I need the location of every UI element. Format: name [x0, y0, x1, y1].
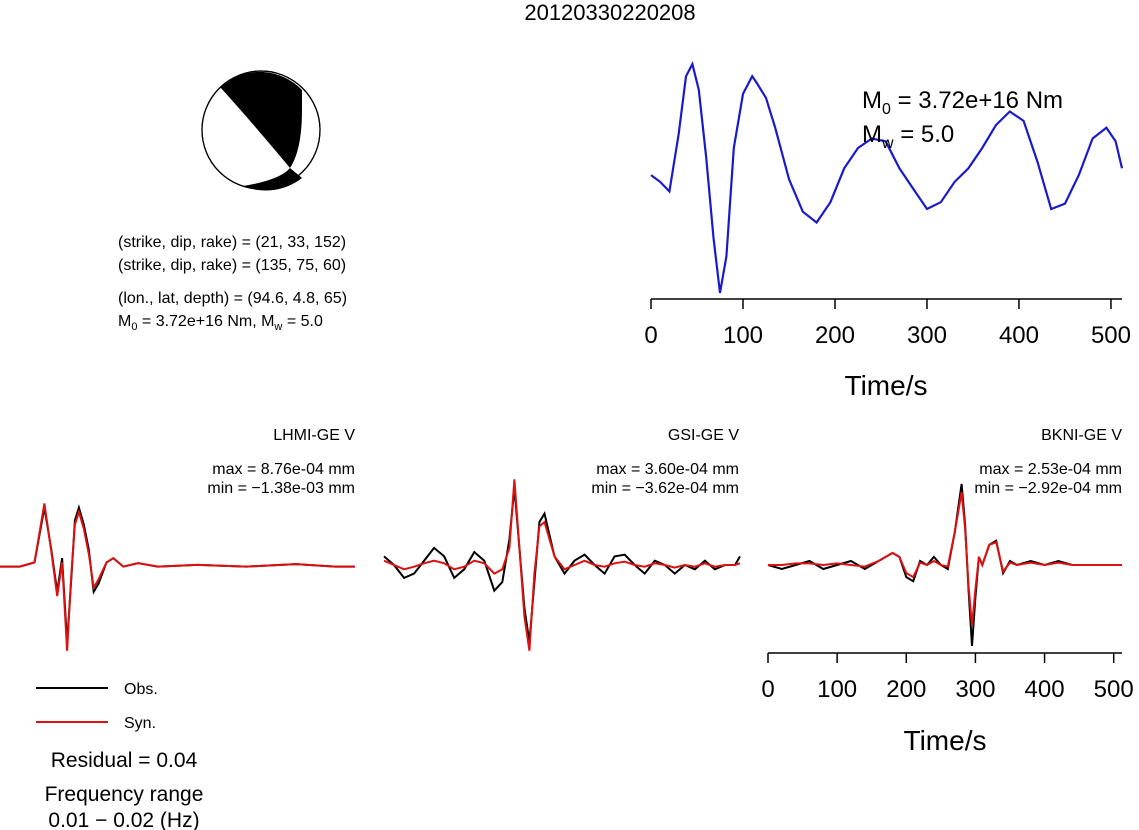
frequency-range-value: 0.01 − 0.02 (Hz): [48, 809, 199, 830]
synthetic-waveform: [383, 479, 741, 651]
stf-panel: 0 100 200 300 400 500 Time/s M0 = 3.72e+16 Nm…: [644, 61, 1131, 401]
mw-subscript: w: [273, 321, 282, 333]
bkni-axis: 0 100 200 300 400 500: [761, 652, 1134, 703]
station-max: max = 3.60e-04 mm: [596, 461, 739, 478]
m0-subscript: 0: [131, 321, 137, 333]
beachball: [201, 70, 321, 191]
legend-syn-label: Syn.: [124, 715, 156, 732]
stf-mw-label: Mw = 5.0: [862, 121, 954, 152]
stf-xlabel: Time/s: [845, 370, 928, 401]
observed-waveform: [383, 487, 741, 643]
station-panel-bkni: BKNI-GE V max = 2.53e-04 mm min = −2.92e…: [761, 427, 1133, 756]
stf-mw-symbol: M: [862, 121, 882, 148]
stf-tick-label: 0: [644, 322, 657, 349]
legend-obs-label: Obs.: [124, 681, 158, 698]
station-min: min = −1.38e-03 mm: [207, 480, 355, 497]
stf-mw-subscript: w: [881, 135, 894, 152]
station-min: min = −3.62e-04 mm: [591, 480, 739, 497]
bkni-xlabel: Time/s: [904, 725, 987, 756]
bkni-tick-label: 300: [955, 676, 995, 703]
station-max: max = 8.76e-04 mm: [212, 461, 355, 478]
param-line-1: (strike, dip, rake) = (21, 33, 152): [118, 234, 346, 251]
frequency-range-label: Frequency range: [45, 783, 204, 806]
beachball-outline-stroke: [201, 70, 321, 190]
legend: Obs. Syn.: [36, 681, 158, 732]
beachball-compression-quadrant: [220, 71, 302, 168]
waveform-plot-lhmi: [0, 503, 355, 651]
synthetic-waveform: [0, 503, 355, 651]
stf-tick-label: 400: [999, 322, 1039, 349]
stf-m0-subscript: 0: [882, 101, 891, 118]
param-line-3: (lon., lat, depth) = (94.6, 4.8, 65): [118, 290, 347, 307]
stf-m0-value: = 3.72e+16 Nm: [891, 87, 1063, 114]
stf-tick-label: 300: [907, 322, 947, 349]
stf-tick-label: 200: [815, 322, 855, 349]
station-name: BKNI-GE V: [1041, 427, 1122, 444]
station-panel-lhmi: LHMI-GE V max = 8.76e-04 mm min = −1.38e…: [0, 427, 355, 651]
m0-value: = 3.72e+16 Nm, M: [137, 313, 274, 330]
stf-m0-symbol: M: [862, 87, 882, 114]
stf-line: [650, 61, 1124, 294]
synthetic-waveform: [768, 491, 1122, 626]
residual-text: Residual = 0.04: [51, 749, 198, 772]
m0-symbol: M: [118, 313, 131, 330]
beachball-compression-quadrant-lower: [243, 168, 302, 191]
station-min: min = −2.92e-04 mm: [974, 480, 1122, 497]
stf-m0-label: M0 = 3.72e+16 Nm: [862, 87, 1063, 118]
stf-tick-label: 500: [1091, 322, 1131, 349]
station-panel-gsi: GSI-GE V max = 3.60e-04 mm min = −3.62e-…: [383, 427, 741, 651]
bkni-tick-label: 400: [1025, 676, 1065, 703]
bkni-tick-label: 0: [761, 676, 774, 703]
station-name: GSI-GE V: [668, 427, 739, 444]
station-max: max = 2.53e-04 mm: [979, 461, 1122, 478]
station-name: LHMI-GE V: [273, 427, 355, 444]
waveform-plot-gsi: [383, 479, 741, 651]
mw-value: = 5.0: [282, 313, 323, 330]
stf-mw-value: = 5.0: [894, 121, 955, 148]
param-moment-line: M0 = 3.72e+16 Nm, Mw = 5.0: [118, 313, 323, 333]
param-line-2: (strike, dip, rake) = (135, 75, 60): [118, 257, 346, 274]
figure-title: 20120330220208: [524, 0, 695, 25]
observed-waveform: [0, 504, 355, 643]
stf-plot: [650, 61, 1124, 294]
bkni-tick-label: 100: [817, 676, 857, 703]
stf-tick-label: 100: [723, 322, 763, 349]
bkni-tick-label: 200: [886, 676, 926, 703]
waveform-plot-bkni: [767, 483, 1122, 647]
stf-axis: 0 100 200 300 400 500: [644, 298, 1131, 349]
bkni-tick-label: 500: [1094, 676, 1134, 703]
